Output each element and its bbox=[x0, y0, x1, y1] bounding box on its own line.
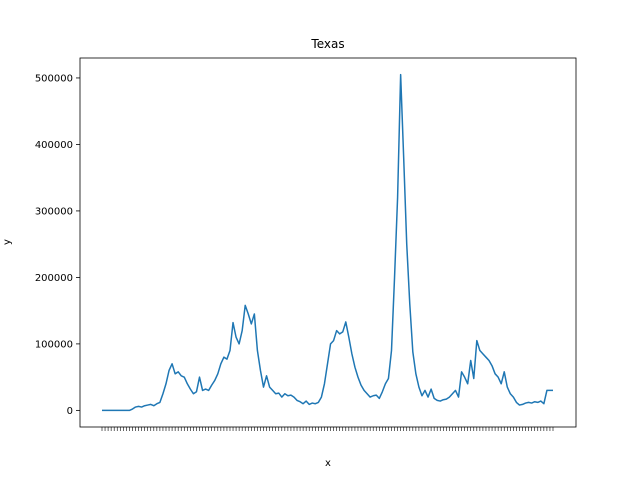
y-tick-label: 500000 bbox=[35, 73, 73, 84]
plot-frame bbox=[79, 57, 577, 428]
y-tick-label: 0 bbox=[67, 406, 73, 417]
y-tick-label: 200000 bbox=[35, 273, 73, 284]
chart-title: Texas bbox=[310, 37, 344, 51]
series-line bbox=[102, 73, 553, 412]
y-axis: 0 100000 200000 300000 400000 500000 bbox=[35, 73, 80, 417]
y-tick-label: 400000 bbox=[35, 140, 73, 151]
y-tick-label: 100000 bbox=[35, 339, 73, 350]
x-axis bbox=[101, 427, 554, 431]
x-axis-label: x bbox=[325, 458, 331, 469]
y-tick-label: 300000 bbox=[35, 206, 73, 217]
y-axis-label: y bbox=[2, 239, 13, 245]
